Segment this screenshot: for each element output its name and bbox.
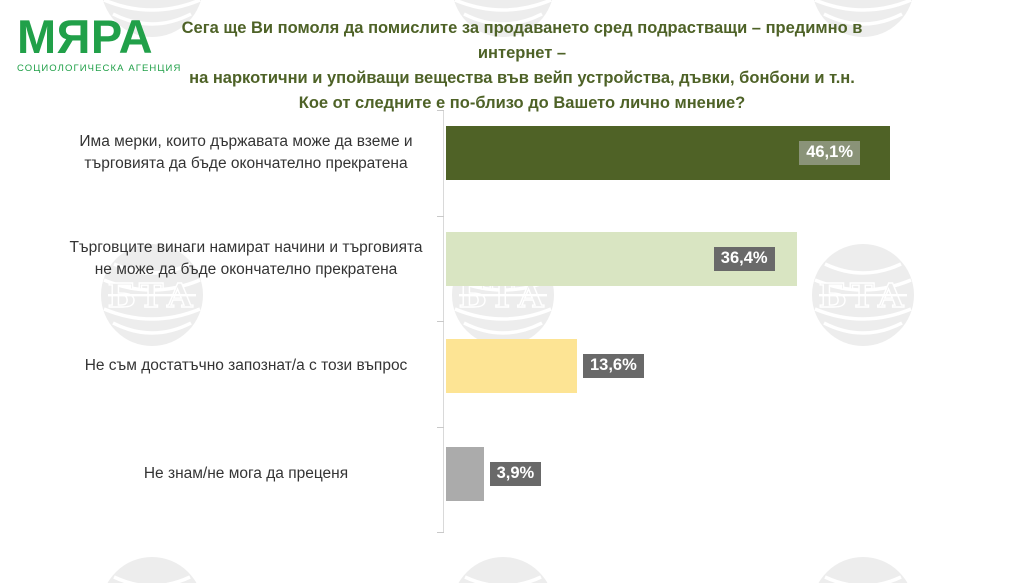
value-badge: 36,4% [713, 247, 775, 271]
axis-tick [437, 321, 444, 322]
bar-track: 46,1% [446, 126, 1036, 180]
bar-track: 36,4% [446, 232, 1036, 286]
bta-globe-watermark-icon: БТА [107, 557, 197, 583]
bar-not-familiar: 13,6% [446, 339, 644, 393]
chart-row: Не знам/не мога да преценя 3,9% [0, 447, 1036, 501]
watermark-text: БТА [108, 0, 197, 6]
chart-title: Сега ще Ви помоля да помислите за продав… [152, 16, 892, 116]
bta-globe-watermark-icon: БТА [818, 557, 908, 583]
logo-subtitle: СОЦИОЛОГИЧЕСКА АГЕНЦИЯ [17, 63, 182, 74]
bar-track: 3,9% [446, 447, 1036, 501]
axis-tick [437, 532, 444, 533]
watermark-text: БТА [819, 0, 908, 6]
category-label: Не съм достатъчно запознат/а с този въпр… [84, 357, 408, 374]
category-label: Има мерки, които държавата може да вземе… [79, 133, 413, 172]
value-badge: 13,6% [583, 354, 644, 378]
bar-dont-know: 3,9% [446, 447, 542, 501]
title-line-1: Сега ще Ви помоля да помислите за продав… [181, 19, 863, 63]
bar-traders-find-ways: 36,4% [446, 232, 797, 286]
agency-logo: МЯРА СОЦИОЛОГИЧЕСКА АГЕНЦИЯ [17, 13, 181, 74]
value-badge: 3,9% [489, 462, 542, 486]
bta-globe-watermark-icon: БТА [458, 557, 548, 583]
title-line-2: на наркотични и упойващи вещества във ве… [189, 69, 855, 88]
chart-row: Има мерки, които държавата може да вземе… [0, 126, 1036, 180]
chart-row: Търговците винаги намират начини и търго… [0, 232, 1036, 286]
axis-tick [437, 427, 444, 428]
axis-tick [437, 216, 444, 217]
category-label: Търговците винаги намират начини и търго… [69, 239, 423, 278]
category-label: Не знам/не мога да преценя [143, 465, 349, 482]
chart-row: Не съм достатъчно запознат/а с този въпр… [0, 339, 1036, 393]
axis-tick [437, 110, 444, 111]
bar-track: 13,6% [446, 339, 1036, 393]
watermark-text: БТА [459, 0, 548, 6]
value-badge: 46,1% [799, 141, 860, 165]
logo-name: МЯРА [17, 10, 154, 63]
bar-state-measures: 46,1% [446, 126, 890, 180]
title-line-3: Кое от следните е по-близо до Вашето лич… [298, 94, 746, 113]
